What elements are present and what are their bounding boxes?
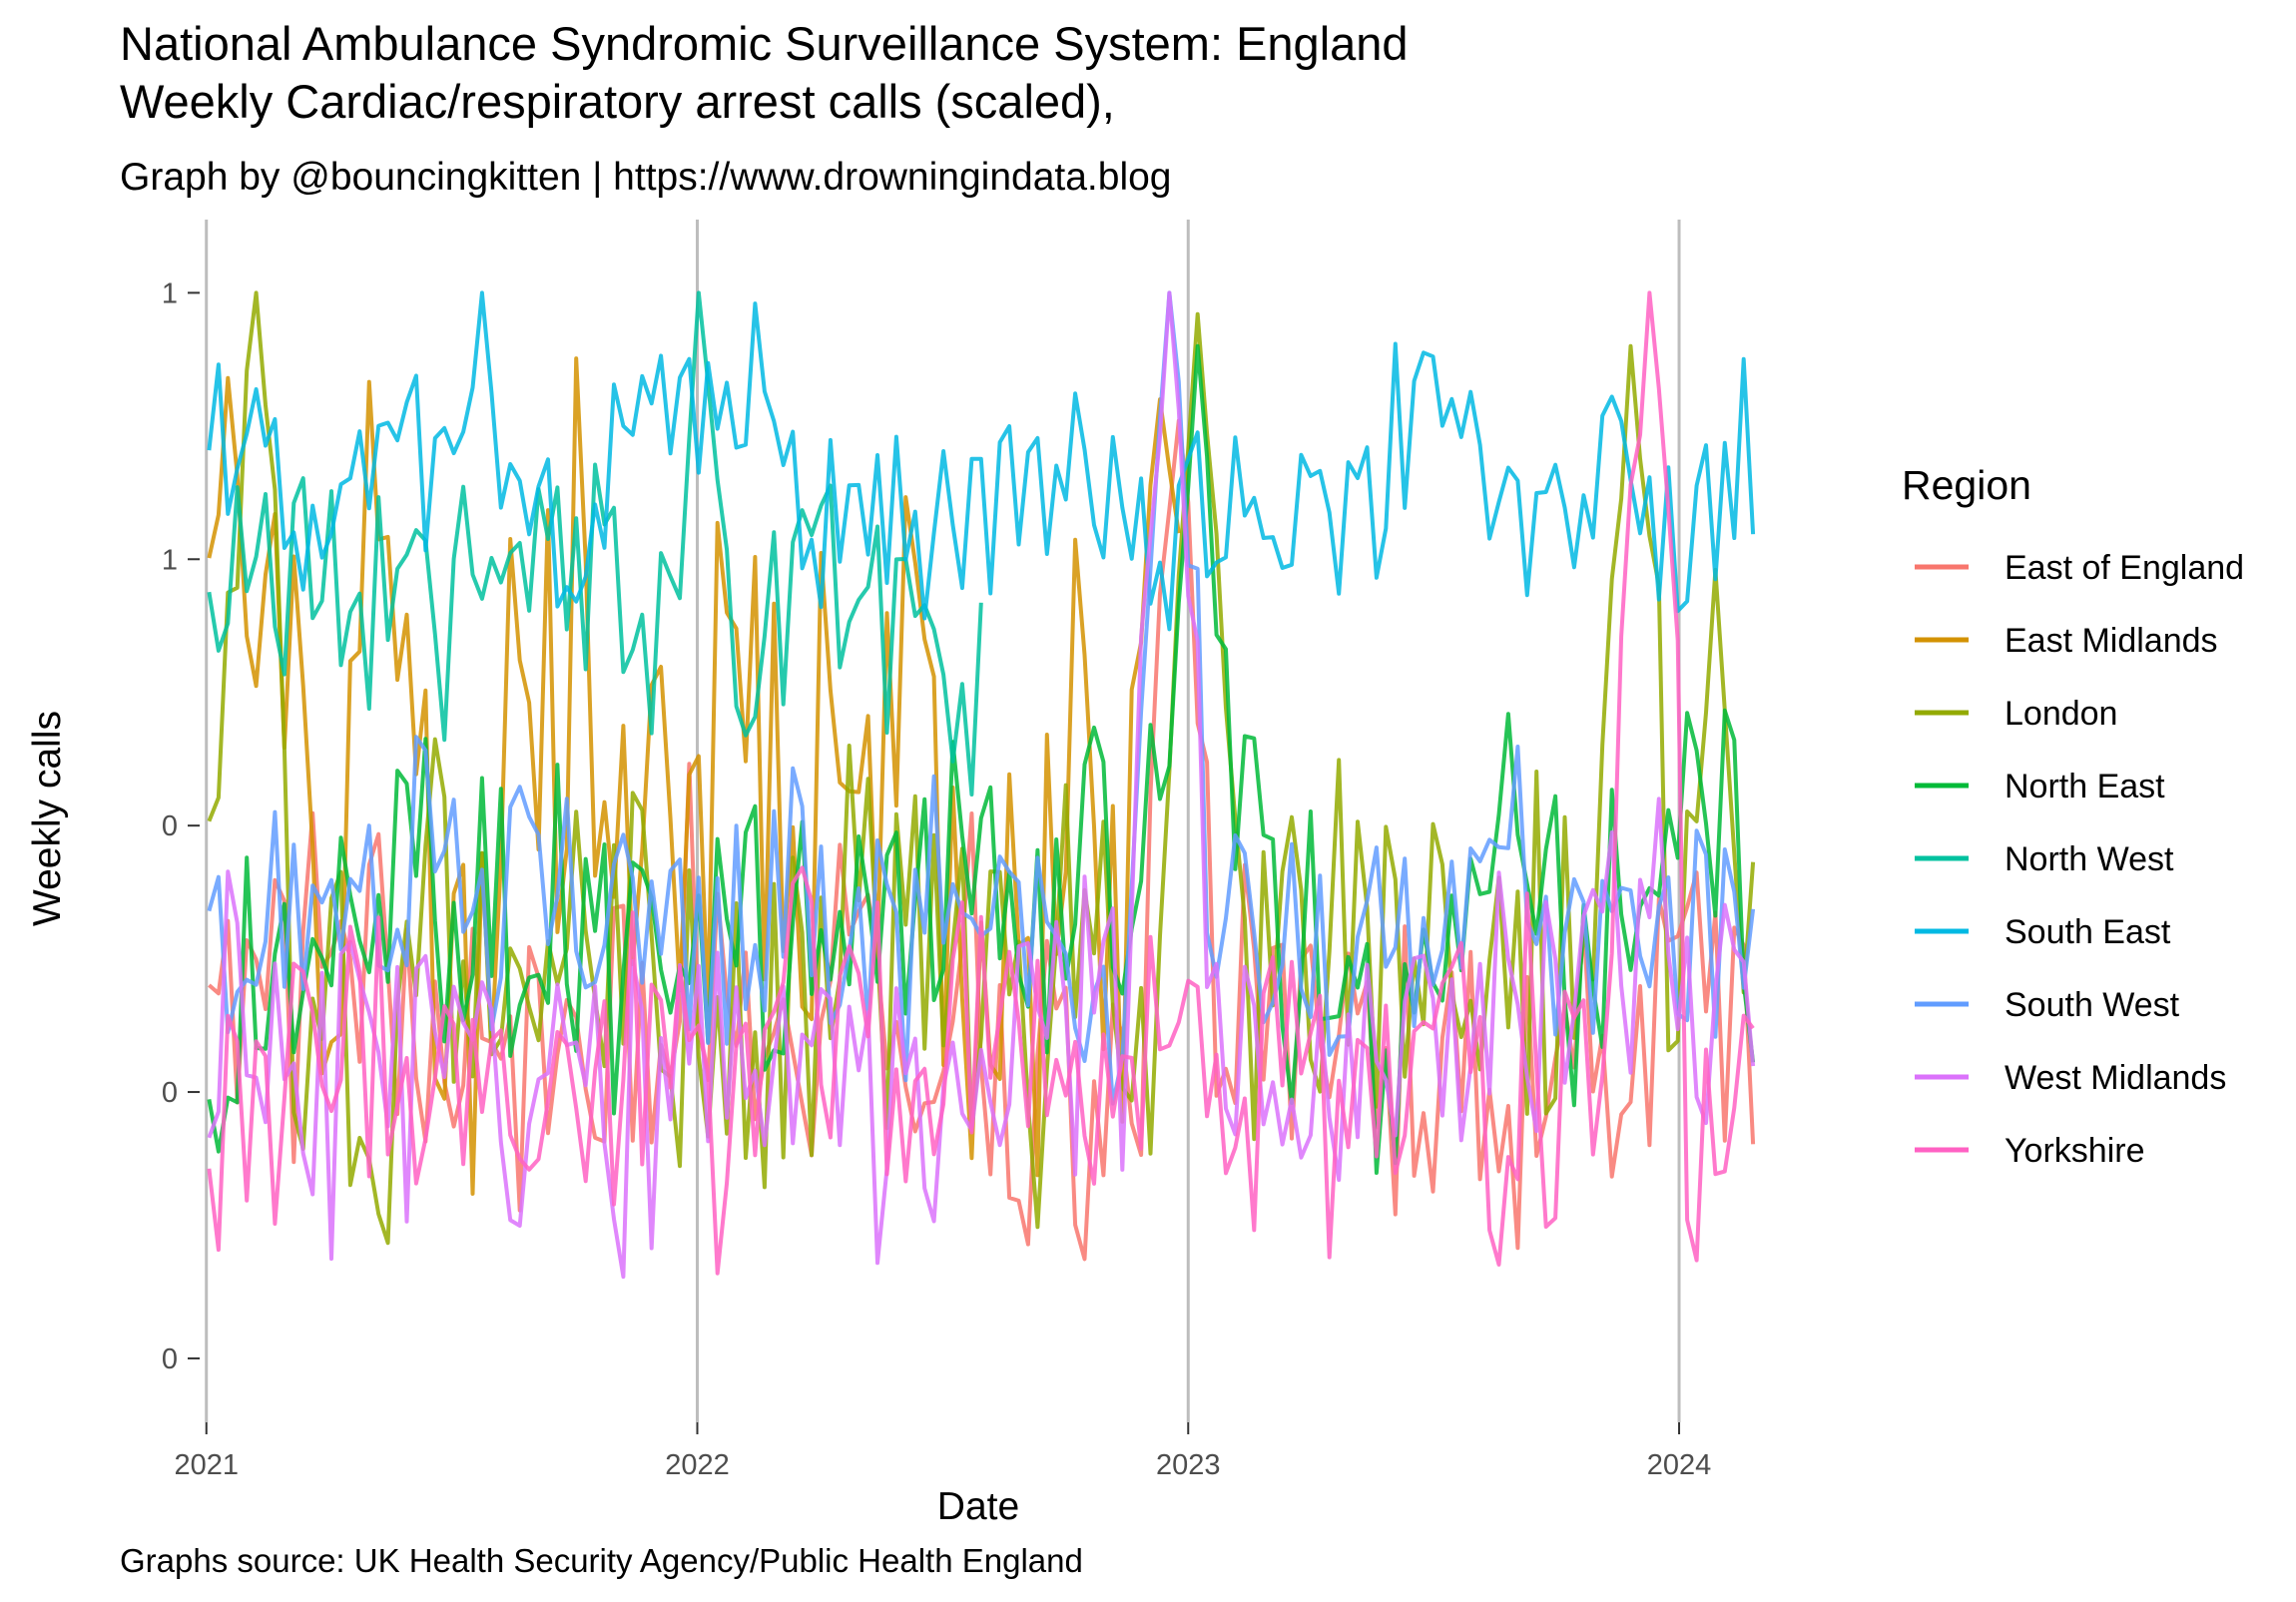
series-line [207,343,1756,1175]
legend-label: West Midlands [2005,1059,2226,1097]
legend-label: East Midlands [2005,622,2218,660]
legend-label: South West [2005,986,2180,1024]
chart-title: National Ambulance Syndromic Surveillanc… [120,17,1409,70]
x-tick-label: 2023 [1156,1449,1221,1481]
series-line [207,290,1756,1280]
legend-label: South East [2005,913,2171,951]
series-line [207,290,1756,632]
y-axis: 0 0 0 1 1 [162,277,200,1375]
legend-label: Yorkshire [2005,1132,2144,1170]
y-tick-label: 1 [162,277,178,309]
x-tick-label: 2024 [1647,1449,1712,1481]
series-line [207,290,1755,1276]
x-tick-label: 2022 [665,1449,730,1481]
series-lines [207,290,1756,1280]
series-line [207,356,1181,1196]
legend-label: East of England [2005,549,2244,587]
y-tick-label: 1 [162,544,178,576]
legend-title: Region [1902,462,2031,508]
y-tick-label: 0 [162,1077,178,1109]
legend-label: North East [2005,768,2165,805]
series-line [207,290,983,797]
legend: East of England East Midlands London North … [1915,549,2244,1170]
y-tick-label: 0 [162,1343,178,1375]
x-axis-label: Date [937,1485,1019,1528]
chart-subtitle: Graph by @bouncingkitten | https://www.d… [120,156,1172,199]
x-tick-label: 2021 [174,1449,239,1481]
chart-title-line2: Weekly Cardiac/respiratory arrest calls … [120,75,1115,128]
x-axis: 2021 2022 2023 2024 [174,1422,1711,1481]
chart-caption: Graphs source: UK Health Security Agency… [120,1542,1083,1579]
legend-label: London [2005,695,2117,733]
y-tick-label: 0 [162,810,178,842]
legend-label: North West [2005,840,2174,878]
y-axis-label: Weekly calls [26,711,69,926]
